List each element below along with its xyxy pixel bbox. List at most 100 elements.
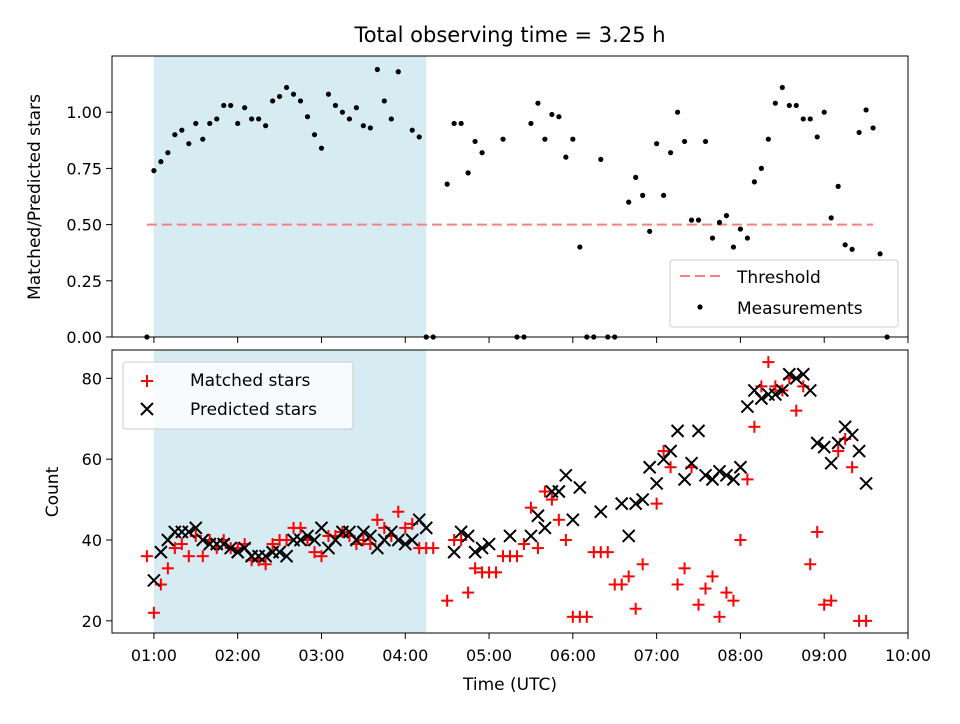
matched-star-marker (629, 602, 642, 615)
measurement-point (821, 109, 827, 115)
predicted-star-marker (405, 533, 419, 547)
predicted-star-marker (398, 537, 412, 551)
matched-star-marker (650, 497, 663, 510)
predicted-star-marker (852, 444, 866, 458)
predicted-star-marker (726, 472, 741, 487)
bottom-x-tick-label: 05:00 (466, 646, 512, 665)
measurement-point (479, 150, 485, 156)
measurement-point (681, 138, 688, 145)
measurement-point (172, 132, 178, 138)
measurement-point (709, 235, 716, 241)
predicted-star-marker (810, 436, 824, 450)
measurement-point (416, 134, 422, 140)
top-shaded-span (153, 56, 427, 337)
bottom-x-tick-label: 03:00 (298, 646, 344, 665)
measurement-point (276, 93, 283, 100)
measurement-point (674, 109, 681, 115)
bottom-x-tick-label: 07:00 (634, 646, 680, 665)
predicted-star-marker (594, 505, 608, 519)
predicted-star-marker (698, 468, 713, 483)
measurement-point (737, 226, 744, 232)
predicted-star-marker (461, 529, 475, 543)
matched-star-marker (510, 550, 523, 563)
predicted-star-marker (845, 428, 859, 442)
matched-star-marker (552, 513, 565, 526)
matched-star-marker (804, 558, 817, 571)
predicted-star-marker (615, 496, 629, 511)
bottom-y-tick-label: 40 (82, 531, 102, 550)
matched-star-marker (140, 550, 153, 563)
measurement-point (647, 228, 653, 234)
measurement-point (870, 125, 876, 131)
measurement-point (318, 145, 325, 151)
predicted-star-marker (559, 468, 573, 483)
measurement-point (765, 136, 771, 142)
predicted-star-marker (649, 476, 664, 491)
matched-star-marker (727, 594, 740, 607)
matched-star-marker (266, 538, 279, 551)
bottom-y-ticks: 20 40 60 80 (82, 369, 112, 631)
predicted-star-marker (475, 541, 489, 555)
predicted-star-marker (768, 387, 783, 402)
measurement-point (297, 98, 304, 104)
measurement-point (200, 136, 206, 142)
top-y-ticks: 0.00 0.25 0.50 0.75 1.00 (66, 103, 112, 347)
measurement-point (716, 219, 723, 225)
legend-predicted-swatch (140, 402, 154, 416)
measurement-point (158, 159, 164, 165)
predicted-star-marker (524, 529, 538, 543)
measurement-point (311, 132, 318, 138)
matched-star-marker (182, 550, 195, 563)
matched-star-marker (734, 534, 747, 547)
measurement-point (221, 102, 227, 109)
predicted-star-marker (754, 391, 769, 406)
matched-star-marker (308, 546, 321, 559)
measurement-point (730, 244, 737, 250)
matched-star-marker (196, 550, 209, 563)
matched-star-marker (517, 538, 530, 551)
matched-star-marker (559, 534, 572, 547)
predicted-star-marker (196, 533, 210, 547)
matched-star-marker (490, 566, 503, 579)
measurement-point (793, 102, 799, 109)
matched-star-marker (762, 356, 775, 369)
measurement-point (556, 114, 562, 120)
matched-star-marker (636, 558, 649, 571)
legend-matched-label: Matched stars (190, 371, 310, 391)
top-y-tick-label: 1.00 (66, 103, 102, 122)
predicted-star-marker (363, 529, 378, 543)
measurement-point (702, 138, 709, 145)
measurement-point (654, 141, 660, 147)
measurement-point (633, 174, 639, 180)
predicted-star-marker (859, 476, 873, 491)
predicted-star-marker (796, 367, 810, 381)
predicted-star-marker (670, 424, 685, 438)
measurement-point (235, 120, 241, 127)
measurement-point (360, 123, 366, 129)
measurement-point (283, 84, 290, 91)
measurement-point (835, 183, 841, 189)
top-panel: 0.00 0.25 0.50 0.75 1.00 Total observing tim… (25, 23, 909, 347)
matched-star-marker (371, 513, 384, 526)
predicted-star-marker (712, 464, 727, 478)
matched-star-marker (692, 598, 705, 611)
predicted-star-marker (154, 545, 168, 559)
matched-star-marker (748, 420, 761, 433)
predicted-star-marker (740, 399, 755, 414)
measurement-point (332, 102, 339, 109)
predicted-star-marker (147, 573, 161, 588)
matched-star-marker (790, 404, 803, 417)
legend-matched-swatch (141, 375, 153, 387)
predicted-star-marker (217, 537, 231, 551)
measurement-point (640, 192, 646, 198)
top-title: Total observing time = 3.25 h (353, 23, 665, 47)
bottom-y-tick-label: 60 (82, 450, 102, 469)
predicted-star-marker (684, 456, 699, 470)
bottom-x-tick-label: 08:00 (717, 646, 763, 665)
measurement-point (346, 116, 353, 122)
measurement-point (723, 213, 730, 219)
measurement-point (828, 215, 834, 221)
matched-star-marker (469, 562, 482, 575)
